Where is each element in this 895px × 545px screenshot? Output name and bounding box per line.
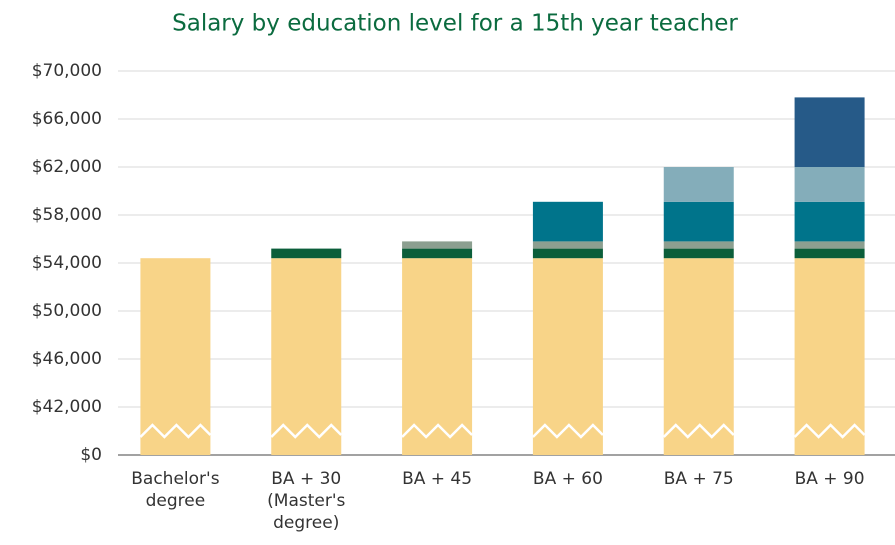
axis-break bbox=[532, 423, 604, 439]
bar-segment bbox=[532, 201, 603, 242]
y-tick-label: $42,000 bbox=[32, 397, 102, 417]
y-tick-label: $50,000 bbox=[32, 301, 102, 321]
bar-segment bbox=[794, 167, 865, 202]
bar-segment bbox=[402, 258, 473, 455]
y-tick-label: $58,000 bbox=[32, 205, 102, 225]
bar-segment bbox=[794, 248, 865, 259]
x-tick-label: BA + 75 bbox=[664, 469, 734, 489]
y-tick-label: $70,000 bbox=[32, 61, 102, 81]
y-tick-label: $66,000 bbox=[32, 109, 102, 129]
axis-break bbox=[270, 423, 343, 439]
axis-break bbox=[793, 423, 866, 439]
bar-segment bbox=[663, 167, 734, 202]
x-tick-label: BA + 30 (Master's degree) bbox=[267, 469, 345, 533]
bar-segment bbox=[663, 258, 734, 455]
bar-segment bbox=[794, 241, 865, 249]
bar-segment bbox=[402, 248, 473, 259]
bar-segment bbox=[271, 258, 342, 455]
bar-segment bbox=[794, 201, 865, 242]
axis-break bbox=[662, 423, 735, 439]
axis-break bbox=[401, 423, 473, 439]
chart-title: Salary by education level for a 15th yea… bbox=[172, 11, 738, 37]
bar-segment bbox=[532, 241, 603, 249]
x-tick-label: BA + 45 bbox=[402, 469, 472, 489]
y-tick-label: $0 bbox=[80, 445, 102, 465]
y-tick-label: $54,000 bbox=[32, 253, 102, 273]
x-tick-label: BA + 90 bbox=[795, 469, 865, 489]
bar-segment bbox=[663, 241, 734, 249]
x-tick-label: BA + 60 bbox=[533, 469, 603, 489]
axis-break bbox=[139, 423, 212, 439]
bar-segment bbox=[532, 248, 603, 259]
bar-segment bbox=[794, 97, 865, 167]
x-tick-label: Bachelor's degree bbox=[131, 469, 219, 511]
bar-segment bbox=[271, 248, 342, 259]
y-tick-label: $46,000 bbox=[32, 349, 102, 369]
y-tick-label: $62,000 bbox=[32, 157, 102, 177]
bar-segment bbox=[663, 248, 734, 259]
bar-segment bbox=[794, 258, 865, 455]
bar-segment bbox=[140, 258, 211, 455]
bar-segment bbox=[663, 201, 734, 242]
bar-segment bbox=[532, 258, 603, 455]
bar-segment bbox=[402, 241, 473, 249]
